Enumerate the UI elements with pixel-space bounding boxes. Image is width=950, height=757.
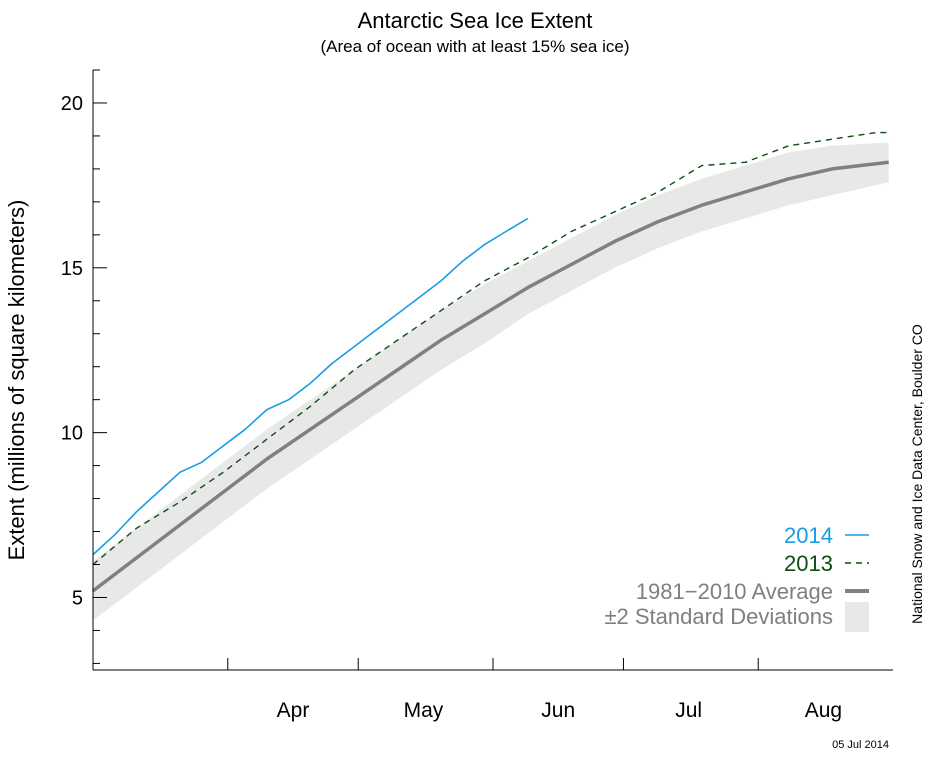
credit-text: National Snow and Ice Data Center, Bould… [909, 324, 925, 624]
chart-title: Antarctic Sea Ice Extent [358, 8, 593, 33]
y-tick-label: 15 [61, 258, 83, 280]
x-tick-label: May [404, 699, 444, 722]
chart-subtitle: (Area of ocean with at least 15% sea ice… [321, 37, 630, 56]
x-tick-label: Aug [805, 699, 842, 722]
legend-label-average: 1981−2010 Average [636, 579, 833, 604]
legend-label-2013: 2013 [784, 551, 833, 576]
y-tick-label: 10 [61, 423, 83, 445]
stddev-band [93, 142, 889, 621]
plot-area [91, 131, 889, 621]
legend-label-2014: 2014 [784, 523, 833, 548]
x-tick-label: Jun [541, 699, 575, 722]
x-tick-label: Apr [277, 699, 310, 722]
y-tick-label: 5 [72, 587, 83, 609]
x-tick-label: Jul [675, 699, 702, 722]
legend-label-stddev: ±2 Standard Deviations [604, 604, 833, 629]
legend-swatch-stddev [845, 602, 869, 632]
y-axis-label: Extent (millions of square kilometers) [4, 200, 29, 561]
series-line-s2013 [92, 131, 889, 566]
series-line-s2014 [92, 217, 529, 556]
series-line-average [91, 160, 889, 593]
y-tick-label: 20 [61, 93, 83, 115]
date-stamp: 05 Jul 2014 [832, 739, 889, 751]
legend: 2014 2013 1981−2010 Average ±2 Standard … [604, 523, 869, 632]
axes: 5 10 15 20 Apr May Jun Jul Aug [61, 69, 893, 722]
